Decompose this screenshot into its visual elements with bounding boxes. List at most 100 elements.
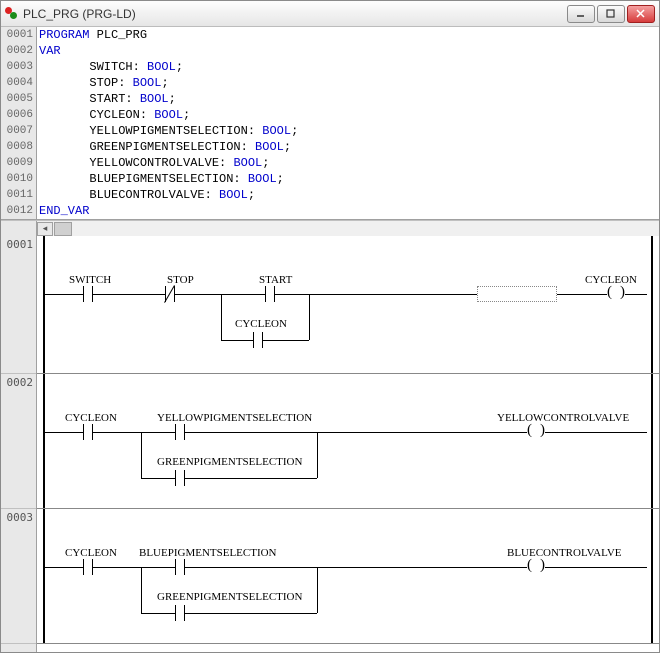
contact-gps[interactable]	[175, 605, 185, 621]
ladder-gutter: 000100020003	[1, 236, 37, 652]
rung[interactable]: SWITCHSTOPSTARTCYCLEONCYCLEON	[37, 236, 659, 374]
code-line[interactable]: 0009 YELLOWCONTROLVALVE: BOOL;	[1, 155, 659, 171]
rung-number: 0002	[1, 374, 36, 509]
wire	[93, 294, 165, 295]
label-gps: GREENPIGMENTSELECTION	[157, 456, 302, 468]
wire	[317, 432, 318, 478]
rung-number: 0003	[1, 509, 36, 644]
wire	[557, 294, 607, 295]
wire	[45, 432, 83, 433]
line-number: 0007	[1, 123, 37, 139]
contact-cycleon[interactable]	[83, 559, 93, 575]
ladder-body: SWITCHSTOPSTARTCYCLEONCYCLEON CYCLEON YELL…	[37, 236, 659, 652]
code-line[interactable]: 0006 CYCLEON: BOOL;	[1, 107, 659, 123]
wire	[309, 294, 477, 295]
wire	[545, 567, 647, 568]
window-title: PLC_PRG (PRG-LD)	[23, 7, 565, 21]
label-cycleon: CYCLEON	[65, 547, 117, 559]
wire	[141, 567, 175, 568]
rung[interactable]: CYCLEON YELLOWPIGMENTSELECTION YELLOWCONTR…	[37, 374, 659, 509]
code-text: STOP: BOOL;	[37, 75, 169, 91]
code-text: START: BOOL;	[37, 91, 176, 107]
declaration-pane[interactable]: 0001PROGRAM PLC_PRG0002VAR0003 SWITCH: B…	[1, 27, 659, 220]
contact-cycleon[interactable]	[83, 424, 93, 440]
contact-yps[interactable]	[175, 424, 185, 440]
wire	[141, 478, 175, 479]
ladder-pane[interactable]: 000100020003 SWITCHSTOPSTARTCYCLEONCYCLE…	[1, 236, 659, 652]
rung[interactable]: CYCLEONBLUEPIGMENTSELECTIONBLUECONTROLVA…	[37, 509, 659, 644]
wire	[175, 294, 221, 295]
scroll-left-icon[interactable]: ◂	[37, 222, 53, 236]
code-text: GREENPIGMENTSELECTION: BOOL;	[37, 139, 291, 155]
code-line[interactable]: 0004 STOP: BOOL;	[1, 75, 659, 91]
line-number: 0008	[1, 139, 37, 155]
label-gps: GREENPIGMENTSELECTION	[157, 591, 302, 603]
line-number: 0005	[1, 91, 37, 107]
wire	[221, 294, 265, 295]
contact-gps[interactable]	[175, 470, 185, 486]
rung-number: 0001	[1, 236, 36, 374]
code-line[interactable]: 0002VAR	[1, 43, 659, 59]
declaration-scrollbar[interactable]: ◂	[1, 220, 659, 236]
left-rail	[43, 374, 45, 508]
wire	[263, 340, 309, 341]
left-rail	[43, 236, 45, 373]
coil-bcv[interactable]	[527, 559, 545, 575]
wire	[309, 294, 310, 340]
code-text: YELLOWPIGMENTSELECTION: BOOL;	[37, 123, 298, 139]
code-line[interactable]: 0005 START: BOOL;	[1, 91, 659, 107]
wire	[141, 613, 175, 614]
code-text: BLUEPIGMENTSELECTION: BOOL;	[37, 171, 284, 187]
line-number: 0010	[1, 171, 37, 187]
wire	[93, 432, 141, 433]
wire	[317, 567, 527, 568]
contact-start[interactable]	[265, 286, 275, 302]
line-number: 0009	[1, 155, 37, 171]
placeholder-box	[477, 286, 557, 302]
code-line[interactable]: 0007 YELLOWPIGMENTSELECTION: BOOL;	[1, 123, 659, 139]
line-number: 0002	[1, 43, 37, 59]
code-text: PROGRAM PLC_PRG	[37, 27, 147, 43]
wire	[93, 567, 141, 568]
wire	[221, 340, 253, 341]
code-text: BLUECONTROLVALVE: BOOL;	[37, 187, 255, 203]
wire	[185, 478, 317, 479]
wire	[317, 432, 527, 433]
scroll-thumb[interactable]	[54, 222, 72, 236]
label-bps: BLUEPIGMENTSELECTION	[139, 547, 277, 559]
coil-ycv[interactable]	[527, 424, 545, 440]
minimize-button[interactable]	[567, 5, 595, 23]
wire	[185, 567, 317, 568]
plc-window: PLC_PRG (PRG-LD) 0001PROGRAM PLC_PRG0002…	[0, 0, 660, 653]
contact-bps[interactable]	[175, 559, 185, 575]
code-line[interactable]: 0008 GREENPIGMENTSELECTION: BOOL;	[1, 139, 659, 155]
code-line[interactable]: 0003 SWITCH: BOOL;	[1, 59, 659, 75]
maximize-button[interactable]	[597, 5, 625, 23]
line-number: 0011	[1, 187, 37, 203]
close-button[interactable]	[627, 5, 655, 23]
wire	[141, 432, 175, 433]
contact-switch[interactable]	[83, 286, 93, 302]
right-rail	[651, 374, 653, 508]
code-line[interactable]: 0001PROGRAM PLC_PRG	[1, 27, 659, 43]
code-line[interactable]: 0011 BLUECONTROLVALVE: BOOL;	[1, 187, 659, 203]
line-number: 0012	[1, 203, 37, 219]
coil-cycleon[interactable]	[607, 286, 625, 302]
right-rail	[651, 236, 653, 373]
wire	[185, 432, 317, 433]
contact-cycleon[interactable]	[253, 332, 263, 348]
line-number: 0004	[1, 75, 37, 91]
code-text: SWITCH: BOOL;	[37, 59, 183, 75]
line-number: 0006	[1, 107, 37, 123]
label-cycleon: CYCLEON	[65, 412, 117, 424]
code-line[interactable]: 0010 BLUEPIGMENTSELECTION: BOOL;	[1, 171, 659, 187]
label-ycv: YELLOWCONTROLVALVE	[497, 412, 629, 424]
titlebar[interactable]: PLC_PRG (PRG-LD)	[1, 1, 659, 27]
code-line[interactable]: 0012END_VAR	[1, 203, 659, 219]
label-yps: YELLOWPIGMENTSELECTION	[157, 412, 312, 424]
label-switch: SWITCH	[69, 274, 111, 286]
contact-stop[interactable]	[165, 286, 175, 302]
app-icon	[5, 7, 19, 21]
left-rail	[43, 509, 45, 643]
wire	[141, 567, 142, 613]
